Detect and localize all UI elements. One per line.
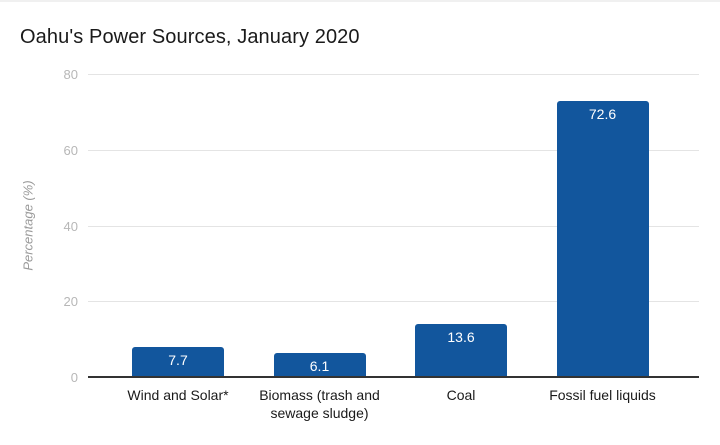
gridline xyxy=(88,225,699,227)
x-axis-baseline xyxy=(88,376,699,378)
x-category-label: Fossil fuel liquids xyxy=(549,387,656,403)
bar-value-label: 7.7 xyxy=(168,351,188,368)
y-tick-label: 60 xyxy=(63,142,78,158)
x-category-label: Biomass (trash and sewage sludge) xyxy=(259,387,380,421)
bar xyxy=(556,101,649,376)
bar-value-label: 6.1 xyxy=(309,357,330,374)
x-category-label: Wind and Solar* xyxy=(127,387,229,403)
y-tick-label: 20 xyxy=(63,294,78,310)
bar-value-label: 13.6 xyxy=(447,329,475,346)
gridline xyxy=(88,74,699,75)
y-tick-label: 80 xyxy=(63,67,78,82)
y-tick-label: 0 xyxy=(70,370,78,385)
gridline xyxy=(88,301,699,303)
x-category-label: Coal xyxy=(446,387,476,403)
bar xyxy=(415,324,507,376)
bar xyxy=(132,346,224,376)
bar xyxy=(273,352,366,376)
chart-title: Oahu's Power Sources, January 2020 xyxy=(20,26,360,48)
bar-value-label: 72.6 xyxy=(588,106,617,123)
gridline xyxy=(88,149,699,151)
y-tick-label: 40 xyxy=(63,218,78,234)
